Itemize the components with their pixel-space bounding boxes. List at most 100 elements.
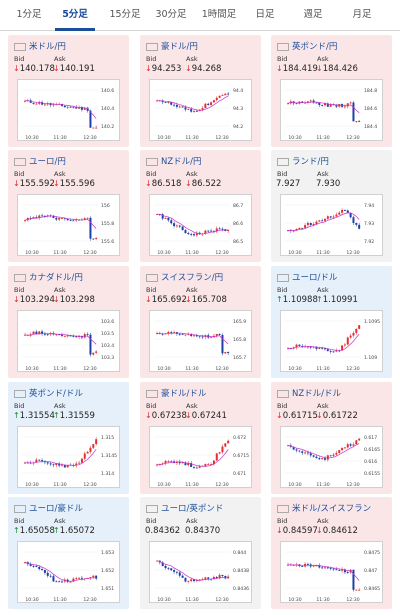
currency-pair-link[interactable]: カナダドル/円 (29, 273, 83, 283)
candle (358, 589, 361, 591)
currency-pair-link[interactable]: ユーロ/円 (29, 157, 66, 167)
currency-pair-link[interactable]: ランド/円 (292, 157, 329, 167)
currency-pair-link[interactable]: NZドル/円 (161, 157, 202, 167)
rate-card[interactable]: 米ドル/円 Bid Ask ↓140.178 ↓140.191 140.6 140.4 140… (8, 35, 129, 147)
flag-icon-eu (277, 274, 289, 282)
candle (41, 102, 44, 105)
candle (178, 333, 181, 335)
candle (63, 217, 66, 219)
candle (221, 228, 224, 230)
currency-pair-link[interactable]: 米ドル/スイスフラン (292, 504, 372, 514)
rate-card[interactable]: 豪ドル/円 Bid Ask ↓94.253 ↓94.268 94.4 94.3 94.2 10:… (140, 35, 261, 147)
candlestick-chart[interactable]: 1.653 1.652 1.651 10:30 11:30 12:30 (17, 541, 120, 603)
rate-card[interactable]: ユーロ/英ポンド Bid Ask 0.84362 0.84370 0.844 0.8438 0… (140, 497, 261, 609)
candle (304, 225, 307, 228)
candle (204, 464, 207, 466)
candle (221, 95, 224, 97)
candlestick-chart[interactable]: 86.7 86.6 86.5 10:30 11:30 12:30 (149, 194, 252, 256)
currency-pair-link[interactable]: ユーロ/英ポンド (161, 504, 224, 514)
candle (58, 334, 61, 336)
candle (156, 100, 158, 102)
rate-card[interactable]: カナダドル/円 Bid Ask ↓103.294 ↓103.298 103.6 103.5 1… (8, 266, 129, 378)
candlestick-chart[interactable]: 94.4 94.3 94.2 10:30 11:30 12:30 (149, 79, 252, 141)
candlestick-chart[interactable]: 0.672 0.6715 0.671 10:30 11:30 12:30 (149, 426, 252, 488)
y-tick-label: 0.6155 (364, 471, 380, 477)
candlestick-chart[interactable]: 1.315 1.3145 1.314 10:30 11:30 12:30 (17, 426, 120, 488)
candlestick-chart[interactable]: 0.8475 0.847 0.8465 10:30 11:30 12:30 (280, 541, 383, 603)
candle (349, 212, 352, 218)
rate-card[interactable]: ユーロ/豪ドル Bid Ask ↑1.65058 ↑1.65072 1.653 1.652 1… (8, 497, 129, 609)
candle (178, 572, 181, 576)
rate-card[interactable]: 英ポンド/ドル Bid Ask ↑1.31554 ↑1.31559 1.315 1.3145… (8, 382, 129, 494)
rate-card[interactable]: ユーロ/ドル Bid Ask ↑1.10988 ↑1.10991 1.1095 1.109 1… (271, 266, 392, 378)
candle (72, 578, 75, 582)
candle (352, 444, 355, 446)
candle (341, 210, 344, 213)
rate-card[interactable]: 米ドル/スイスフラン Bid Ask ↓0.84597 ↓0.84612 0.8475 0.… (271, 497, 392, 609)
candle (324, 218, 326, 221)
tab-1時間足[interactable]: 1時間足 (201, 9, 237, 20)
moving-average-line (156, 95, 229, 111)
candlestick-chart[interactable]: 0.844 0.8438 0.8436 10:30 11:30 12:30 (149, 541, 252, 603)
currency-pair-link[interactable]: ユーロ/ドル (292, 273, 338, 283)
candlestick-chart[interactable]: 7.94 7.93 7.92 10:30 11:30 12:30 (280, 194, 383, 256)
candle (195, 467, 198, 469)
candle (343, 106, 346, 108)
chart-svg: 1.653 1.652 1.651 10:30 11:30 12:30 (22, 550, 114, 602)
rate-card[interactable]: 豪ドル/ドル Bid Ask ↓0.67238 ↓0.67241 0.672 0.6715 0… (140, 382, 261, 494)
rate-card[interactable]: スイスフラン/円 Bid Ask ↓165.692 ↓165.708 165.9 165.8… (140, 266, 261, 378)
candle (46, 215, 49, 217)
candlestick-chart[interactable]: 184.8 184.6 184.4 10:30 11:30 12:30 (280, 79, 383, 141)
rate-card[interactable]: ランド/円 Bid Ask 7.927 7.930 7.94 7.93 7.92 10:30 11… (271, 150, 392, 262)
rate-card[interactable]: NZドル/ドル Bid Ask ↓0.61715 ↓0.61722 0.617 0.6165… (271, 382, 392, 494)
candle (355, 121, 358, 123)
currency-pair-link[interactable]: 英ポンド/ドル (29, 389, 83, 399)
candle (343, 210, 346, 211)
rate-card[interactable]: 英ポンド/円 Bid Ask ↓184.419 ↓184.426 184.8 184.6 18… (271, 35, 392, 147)
tab-30分足[interactable]: 30分足 (155, 9, 187, 20)
candlestick-chart[interactable]: 1.1095 1.109 10:30 11:30 12:30 (280, 310, 383, 372)
candle (190, 463, 193, 467)
candlestick-chart[interactable]: 165.9 165.8 165.7 10:30 11:30 12:30 (149, 310, 252, 372)
currency-pair-link[interactable]: NZドル/ドル (292, 389, 342, 399)
currency-pair-link[interactable]: 豪ドル/円 (161, 42, 198, 52)
candle (287, 445, 289, 447)
tab-月足[interactable]: 月足 (352, 9, 372, 20)
rate-card[interactable]: NZドル/円 Bid Ask ↓86.518 ↓86.522 86.7 86.6 86.5 10… (140, 150, 261, 262)
currency-pair-link[interactable]: スイスフラン/円 (161, 273, 224, 283)
ask-label: Ask (186, 55, 198, 63)
candlestick-chart[interactable]: 103.6 103.5 103.4 103.3 10:30 11:30 12:30 (17, 310, 120, 372)
bid-value: ↓0.84597 (276, 526, 318, 536)
candle (187, 109, 190, 111)
y-tick-label: 1.652 (101, 568, 114, 574)
currency-pair-link[interactable]: 豪ドル/ドル (161, 389, 207, 399)
y-tick-label: 165.7 (233, 355, 246, 361)
arrow-down-icon: ↓ (13, 179, 20, 188)
candle (312, 224, 315, 226)
candlestick-chart[interactable]: 156 155.8 155.6 10:30 11:30 12:30 (17, 194, 120, 256)
tab-週足[interactable]: 週足 (303, 9, 323, 20)
y-tick-label: 0.6715 (233, 453, 249, 459)
candle (38, 215, 41, 218)
candle (346, 572, 349, 573)
flag-icon-gb (277, 43, 289, 51)
tab-5分足[interactable]: 5分足 (55, 0, 95, 31)
x-tick-label: 11:30 (185, 250, 198, 256)
currency-pair-link[interactable]: 米ドル/円 (29, 42, 66, 52)
tab-日足[interactable]: 日足 (255, 9, 275, 20)
ask-value: ↓86.522 (185, 179, 221, 189)
rate-card[interactable]: ユーロ/円 Bid Ask ↓155.592 ↓155.596 156 155.8 155.6… (8, 150, 129, 262)
tab-1分足[interactable]: 1分足 (16, 9, 42, 20)
candlestick-chart[interactable]: 140.6 140.4 140.2 10:30 11:30 12:30 (17, 79, 120, 141)
y-tick-label: 7.93 (364, 221, 374, 227)
currency-pair-link[interactable]: 英ポンド/円 (292, 42, 338, 52)
currency-pair-link[interactable]: ユーロ/豪ドル (29, 504, 83, 514)
bid-value-text: 140.178 (19, 64, 55, 74)
candle (287, 564, 289, 566)
candle (355, 222, 358, 225)
candle (298, 227, 301, 229)
candlestick-chart[interactable]: 0.617 0.6165 0.616 0.6155 10:30 11:30 12:30 (280, 426, 383, 488)
bid-value: ↓86.518 (145, 179, 181, 189)
tab-15分足[interactable]: 15分足 (109, 9, 141, 20)
arrow-down-icon: ↓ (53, 179, 60, 188)
